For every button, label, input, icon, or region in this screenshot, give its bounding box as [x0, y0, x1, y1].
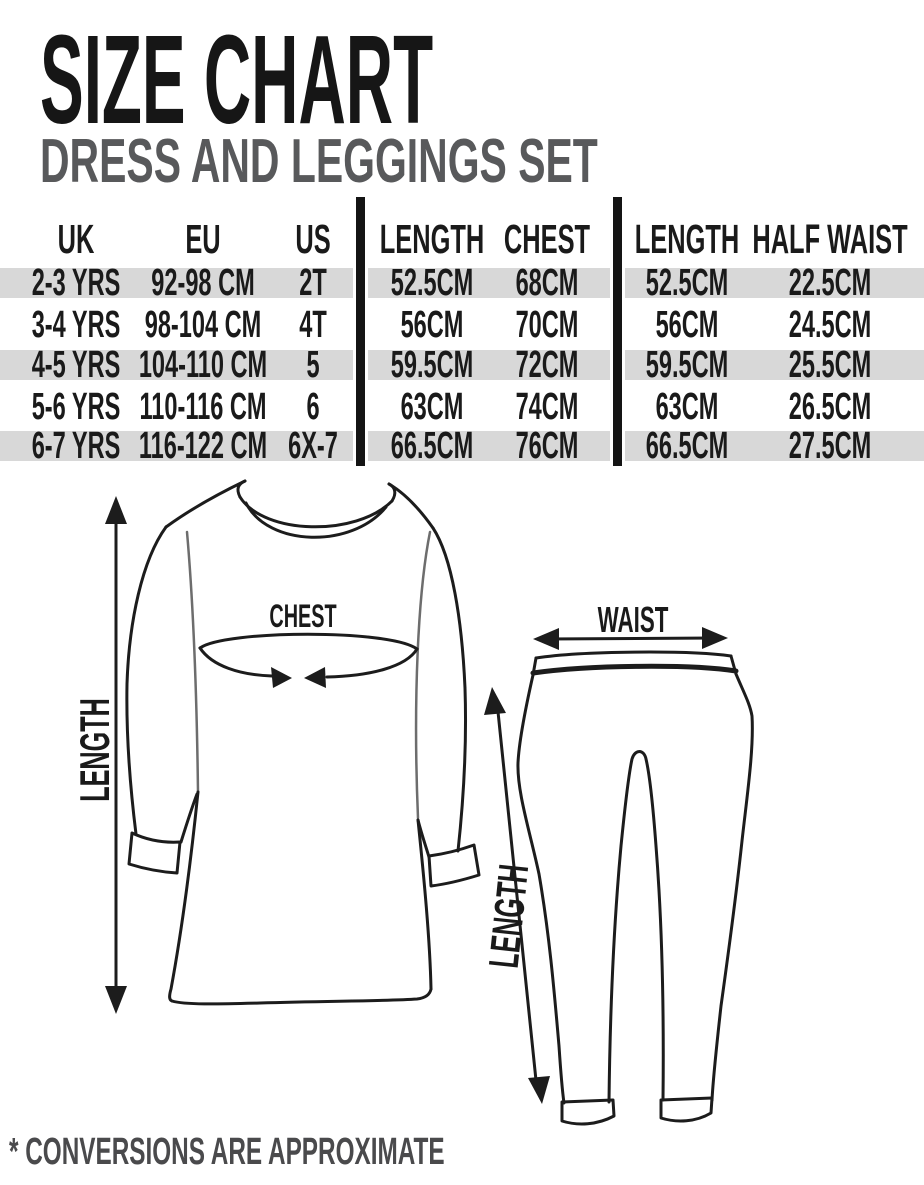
cell-uk: 4-5 YRS [31, 344, 121, 386]
leggings-drawing: WAIST LENGTH [481, 601, 754, 1126]
cell-dress-length: 52.5CM [390, 262, 474, 304]
cell-dress-length: 66.5CM [390, 425, 474, 467]
table-header-row: UK EU US LENGTH CHEST LENGTH HALF WAIST [0, 216, 924, 262]
cell-leggings-length: 63CM [655, 386, 719, 428]
cell-dress-length: 59.5CM [390, 344, 474, 386]
dress-shoulder-left [164, 479, 247, 529]
leggings-length-arrowhead-top [484, 687, 506, 715]
chest-loop-top [198, 632, 419, 651]
chest-loop-bottom-right [325, 647, 419, 679]
dress-side-right [416, 818, 433, 991]
dress-cuff-right [427, 843, 481, 888]
header-uk: UK [57, 216, 95, 262]
chest-arrowhead-left [271, 667, 292, 688]
cell-dress-length: 56CM [400, 304, 464, 346]
footnote: * CONVERSIONS ARE APPROXIMATE [9, 1131, 445, 1173]
dress-drawing: LENGTH CHEST [73, 479, 481, 1014]
size-table: UK EU US LENGTH CHEST LENGTH HALF WAIST … [0, 0, 924, 480]
cell-chest: 76CM [515, 425, 579, 467]
leggings-outline-left [516, 673, 566, 1105]
cell-uk: 5-6 YRS [31, 386, 121, 428]
cell-eu: 92-98 CM [151, 262, 255, 304]
cell-us: 6X-7 [288, 425, 338, 467]
leggings-waistband-seam [530, 663, 739, 676]
dress-cuff-left [127, 831, 182, 875]
table-row: 2-3 YRS 92-98 CM 2T 52.5CM 68CM 52.5CM 2… [0, 262, 924, 304]
cell-leggings-length: 59.5CM [645, 344, 729, 386]
dress-sleeve-left-inner [179, 792, 199, 844]
cell-us: 6 [306, 386, 320, 428]
leggings-waistband-top [534, 650, 733, 660]
cell-us: 4T [299, 304, 327, 346]
dress-neck-inner [244, 501, 388, 539]
waist-arrow-line [544, 636, 717, 641]
cell-us: 2T [299, 262, 327, 304]
table-row: 6-7 YRS 116-122 CM 6X-7 66.5CM 76CM 66.5… [0, 425, 924, 467]
cell-uk: 3-4 YRS [31, 304, 121, 346]
cell-uk: 6-7 YRS [31, 425, 121, 467]
leggings-cuff-left [560, 1098, 616, 1126]
table-divider-right [610, 197, 625, 466]
header-eu: EU [185, 216, 221, 262]
chest-loop-bottom-left [198, 646, 274, 678]
cell-leggings-length: 52.5CM [645, 262, 729, 304]
page-title: SIZE CHART [40, 9, 434, 150]
cell-chest: 74CM [515, 386, 579, 428]
page-subtitle: DRESS AND LEGGINGS SET [40, 127, 598, 196]
dress-hem [170, 987, 433, 1006]
leggings-length-arrow-line [495, 700, 539, 1092]
cell-half-waist: 25.5CM [788, 344, 872, 386]
chest-arrowhead-right [304, 667, 326, 688]
cell-us: 5 [306, 344, 320, 386]
cell-eu: 110-116 CM [139, 386, 267, 428]
cell-leggings-length: 56CM [655, 304, 719, 346]
waist-arrowhead-right [702, 627, 728, 649]
waist-label: WAIST [598, 601, 669, 641]
cell-chest: 70CM [515, 304, 579, 346]
header-chest: CHEST [503, 216, 591, 262]
cell-eu: 98-104 CM [144, 304, 262, 346]
dress-side-left [168, 790, 200, 1003]
cell-half-waist: 26.5CM [788, 386, 872, 428]
dress-body-seam-right [414, 530, 432, 820]
table-divider-left [353, 197, 368, 466]
cell-half-waist: 27.5CM [788, 425, 872, 467]
table-row: 3-4 YRS 98-104 CM 4T 56CM 70CM 56CM 24.5… [0, 304, 924, 346]
dress-body-seam-left [185, 530, 200, 794]
leggings-inner-legs [607, 750, 665, 1104]
dress-shoulder-right [387, 482, 435, 530]
cell-half-waist: 24.5CM [788, 304, 872, 346]
leggings-outline-right [710, 672, 754, 1102]
header-half-waist: HALF WAIST [752, 216, 908, 262]
dress-length-label: LENGTH [73, 698, 119, 802]
leggings-length-label: LENGTH [481, 862, 538, 970]
table-row: 5-6 YRS 110-116 CM 6 63CM 74CM 63CM 26.5… [0, 386, 924, 428]
cell-chest: 68CM [515, 262, 579, 304]
cell-eu: 104-110 CM [138, 344, 268, 386]
dress-sleeve-right-outer [431, 526, 468, 853]
header-us: US [295, 216, 331, 262]
dress-sleeve-right-inner [416, 818, 431, 859]
dress-neck-outer [238, 495, 394, 529]
cell-dress-length: 63CM [400, 386, 464, 428]
header-leggings-length: LENGTH [634, 216, 740, 262]
dress-sleeve-left-outer [125, 525, 168, 836]
waist-arrowhead-left [533, 628, 559, 650]
cell-half-waist: 22.5CM [788, 262, 872, 304]
dress-length-arrowhead-bottom [105, 986, 127, 1014]
chest-label: CHEST [269, 598, 336, 634]
leggings-length-arrowhead-bottom [528, 1076, 550, 1104]
dress-length-arrowhead-top [105, 496, 127, 524]
cell-leggings-length: 66.5CM [645, 425, 729, 467]
header-dress-length: LENGTH [379, 216, 485, 262]
cell-eu: 116-122 CM [138, 425, 268, 467]
table-row: 4-5 YRS 104-110 CM 5 59.5CM 72CM 59.5CM … [0, 344, 924, 386]
cell-uk: 2-3 YRS [31, 262, 121, 304]
leggings-cuff-right [659, 1096, 714, 1123]
cell-chest: 72CM [515, 344, 579, 386]
